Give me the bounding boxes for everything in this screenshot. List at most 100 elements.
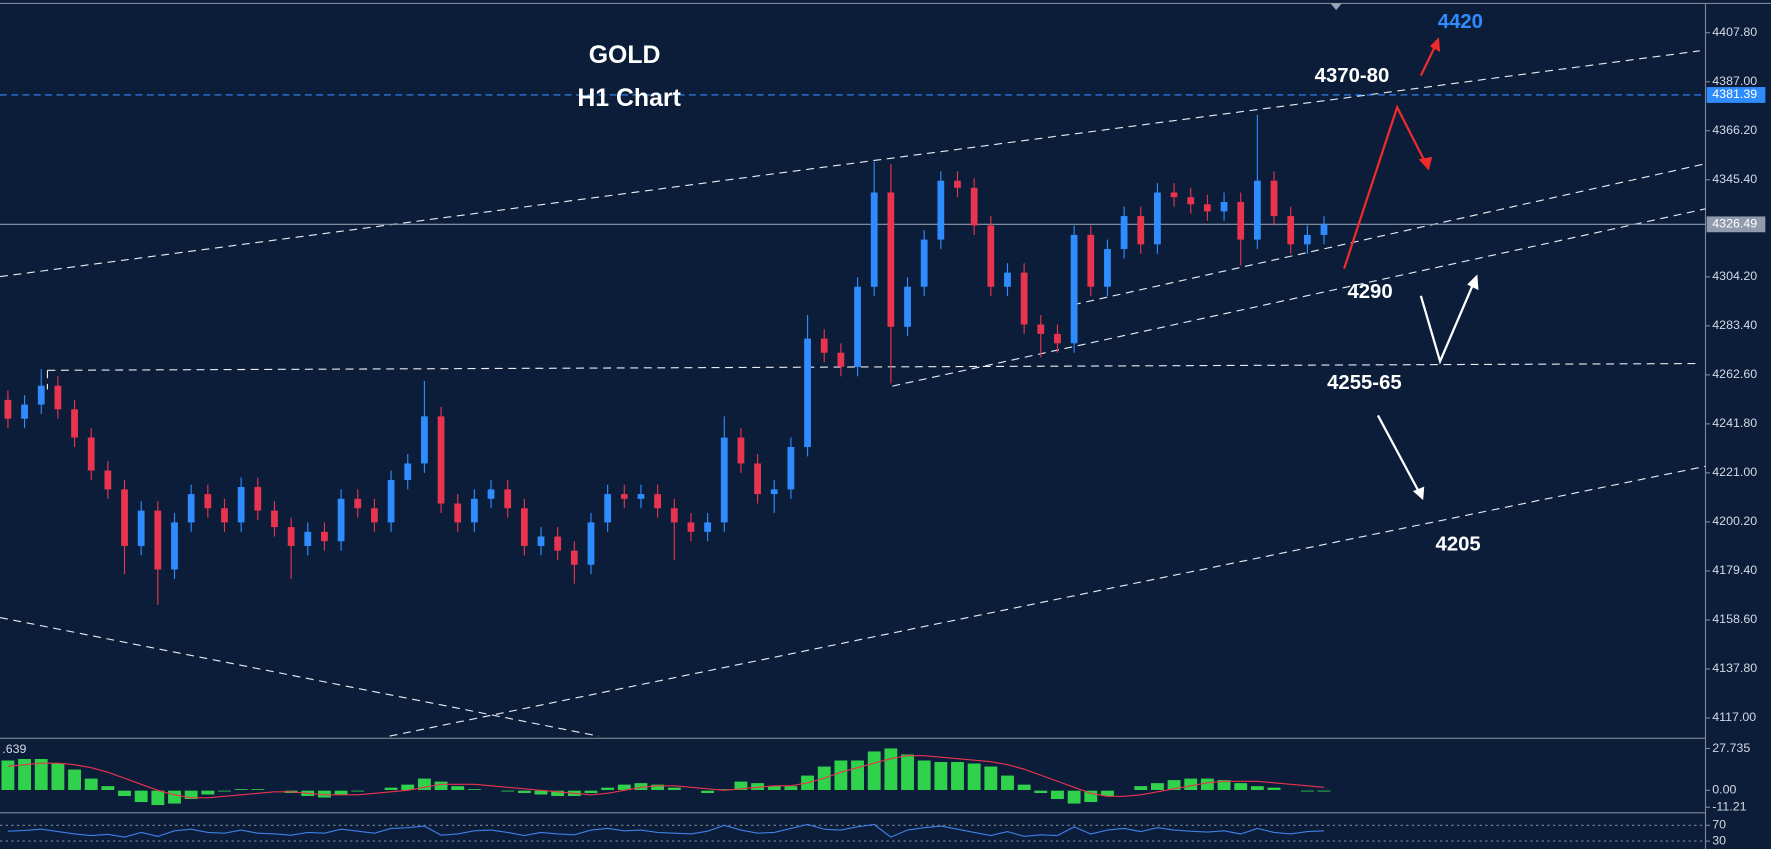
histogram-bar	[417, 777, 432, 791]
histogram-bar	[1300, 789, 1315, 793]
histogram-bar	[467, 788, 482, 791]
white-arrow	[1419, 281, 1475, 365]
candle-body	[204, 494, 212, 509]
arrow-head	[1429, 37, 1441, 52]
histogram-bar	[1316, 789, 1332, 793]
y-tick-label: 4345.40	[1712, 172, 1757, 186]
candle-body	[304, 531, 312, 546]
histogram-bar	[983, 765, 998, 791]
candle-body	[71, 409, 78, 438]
histogram-bar	[50, 762, 66, 791]
price-label-box	[1706, 216, 1766, 233]
histogram-bar	[650, 783, 665, 791]
candle-body	[1070, 234, 1078, 344]
histogram-bar	[350, 789, 365, 793]
candle-body	[171, 522, 178, 570]
candle-body	[87, 437, 95, 471]
candle-body	[837, 352, 845, 367]
candle-body	[804, 338, 811, 447]
candle-body	[537, 536, 545, 546]
candle-body	[987, 225, 995, 287]
y-tick-label: 4262.60	[1712, 367, 1757, 381]
histogram-bar	[933, 761, 948, 791]
histogram-bar	[34, 758, 49, 791]
y-tick-label: 4158.60	[1712, 612, 1757, 626]
candle-body	[470, 498, 478, 523]
y-tick-label: 70	[1712, 818, 1726, 832]
chart-subtitle: H1 Chart	[577, 85, 681, 112]
candle-body	[554, 536, 562, 551]
candle-body	[487, 489, 495, 499]
candle-body	[1087, 234, 1095, 287]
candle-body	[1004, 272, 1011, 287]
candle-body	[787, 446, 795, 490]
shift-marker	[1330, 3, 1342, 11]
annotation: 4205	[1436, 534, 1481, 556]
candle-body	[1154, 192, 1161, 245]
histogram-bar	[117, 789, 132, 797]
candle-body	[1187, 197, 1195, 205]
candle-body	[754, 463, 761, 495]
price-label: 4381.39	[1712, 87, 1757, 101]
candle-body	[870, 192, 878, 287]
histogram-bar	[700, 789, 715, 794]
candle-body	[937, 180, 945, 240]
candle-body	[37, 385, 45, 405]
candle-body	[770, 489, 778, 495]
histogram-bar	[733, 780, 749, 791]
plot: 4407.80 4387.00 4366.20 4345.40 4304.20 4283.…	[0, 11, 1766, 847]
candle-body	[887, 192, 895, 327]
candle-body	[21, 404, 28, 419]
y-tick-label: 4200.20	[1712, 514, 1757, 528]
trendline	[0, 50, 1700, 278]
candle-body	[654, 494, 662, 509]
y-tick-label: 30	[1712, 833, 1726, 847]
histogram-bar	[1017, 783, 1032, 791]
histogram-bar	[917, 759, 932, 791]
y-tick-label: 4407.80	[1712, 25, 1757, 39]
candle-body	[437, 416, 445, 504]
histogram-bar	[1067, 789, 1082, 805]
trendline	[892, 208, 1706, 387]
candle-body	[704, 522, 711, 532]
arrow-head	[1412, 486, 1425, 501]
histogram-bar	[150, 789, 165, 806]
y-tick-label: 0.00	[1712, 783, 1736, 797]
indicator-label: .639	[2, 742, 26, 756]
price-label-box	[1706, 87, 1766, 103]
candle-body	[1104, 249, 1111, 287]
candle-body	[1320, 224, 1328, 235]
candle-body	[920, 239, 928, 287]
histogram-bar	[1050, 789, 1065, 800]
candle-body	[271, 510, 278, 528]
trendline	[47, 362, 1700, 371]
candle-body	[954, 180, 961, 188]
candle-body	[1204, 204, 1211, 212]
histogram-bar	[600, 786, 615, 791]
candle-body	[820, 338, 828, 353]
candle-body	[687, 522, 695, 532]
annotation: 4370-80	[1315, 65, 1390, 87]
histogram-bar	[1233, 782, 1248, 791]
trendlines	[0, 50, 1706, 737]
candle-body	[421, 416, 428, 464]
histogram-bar	[433, 780, 449, 791]
histogram-bar	[1083, 789, 1098, 803]
candle-body	[620, 494, 628, 499]
candle-body	[520, 508, 528, 546]
candle-body	[1253, 180, 1261, 240]
histogram-bar	[234, 788, 249, 791]
histogram-bar	[850, 759, 865, 791]
histogram-bar	[17, 758, 32, 791]
candle-body	[121, 489, 128, 546]
candle-body	[104, 470, 112, 490]
candle-body	[54, 385, 62, 410]
candle-body	[254, 487, 262, 511]
candle-body	[1120, 216, 1128, 250]
candle-body	[387, 479, 395, 523]
candle-body	[221, 508, 228, 523]
arrows	[1342, 37, 1479, 501]
candle-body	[187, 494, 195, 523]
candle-body	[720, 437, 728, 523]
arrow-head	[1418, 156, 1433, 171]
